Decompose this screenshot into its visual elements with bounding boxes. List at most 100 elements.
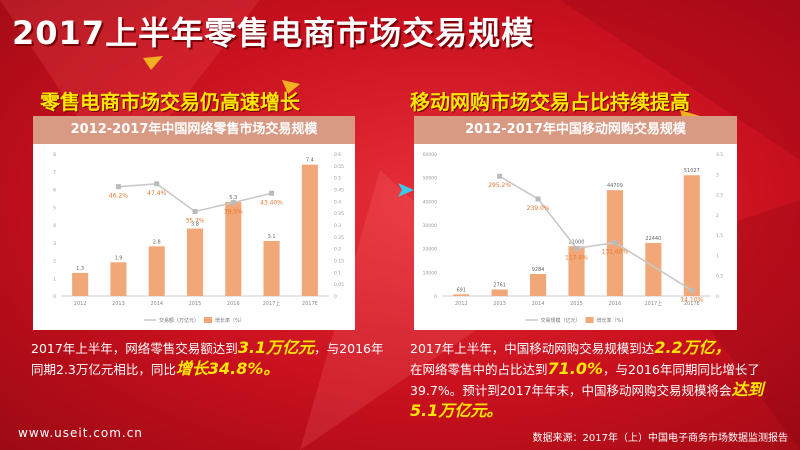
y-tick-label: 20000 — [423, 247, 437, 253]
legend-label: 增长率（%） — [215, 317, 245, 324]
left-caption-highlight: 增长34.8%。 — [175, 359, 280, 378]
x-tick-label: 2017E — [684, 301, 700, 307]
bar — [110, 262, 127, 296]
y2-tick-label: 0.5 — [716, 274, 723, 280]
y-tick-label: 3 — [53, 241, 56, 247]
legend-label: 增长率（%） — [597, 317, 627, 324]
bar — [72, 272, 89, 296]
y2-tick-label: 0 — [716, 294, 719, 300]
y2-tick-label: 2 — [716, 213, 719, 219]
x-tick-label: 2012 — [455, 301, 468, 307]
growth-point — [269, 190, 275, 196]
growth-line — [118, 183, 272, 213]
legend-label: 交易额（万亿元） — [159, 317, 199, 324]
bar-value-label: 7.4 — [306, 158, 314, 164]
y2-tick-label: 2.5 — [716, 193, 723, 199]
legend-bar-swatch — [585, 317, 594, 323]
growth-point — [574, 245, 579, 251]
right-chart-panel: 2012-2017年中国移动网购交易规模 0 10000 20000 30000 400… — [414, 116, 737, 330]
x-tick-label: 2017上 — [644, 300, 662, 307]
growth-point — [497, 173, 503, 179]
bar — [263, 240, 280, 296]
left-chart-title: 2012-2017年中国网络零售市场交易规模 — [33, 116, 355, 144]
growth-point — [230, 200, 236, 206]
bar-value-label: 5.3 — [229, 195, 237, 201]
y-tick-label: 30000 — [423, 223, 437, 229]
bar — [186, 228, 204, 296]
y2-tick-label: 0.55 — [334, 164, 344, 170]
y2-tick-label: 1 — [716, 253, 719, 259]
bar — [453, 294, 470, 296]
growth-point — [535, 196, 541, 202]
right-caption-highlight: 达到5.1万亿元。 — [410, 380, 764, 420]
growth-label: 239.0% — [527, 205, 550, 212]
growth-point — [115, 184, 121, 190]
right-caption-text: 在网络零售中的占比达到 — [410, 362, 548, 377]
bar-value-label: 3.8 — [191, 222, 199, 228]
y-tick-label: 4 — [53, 223, 56, 229]
y-tick-label: 10000 — [423, 270, 437, 276]
left-caption-highlight: 3.1万亿元 — [237, 338, 315, 357]
right-caption-text: ，与2016年同期同比增长了39.7%。预计到2017年年末，中国移动网购交易规… — [410, 362, 760, 398]
right-caption: 2017年上半年，中国移动网购交易规模到达2.2万亿， 在网络零售中的占比达到71… — [410, 338, 790, 422]
y2-tick-label: 0.4 — [334, 199, 341, 205]
growth-label: 46.2% — [109, 193, 128, 200]
y-tick-label: 6 — [53, 188, 56, 194]
growth-point — [154, 181, 160, 187]
x-tick-label: 2017上 — [263, 300, 281, 307]
bar-value-label: 9284 — [532, 267, 545, 273]
left-caption-text: 2017年上半年，网络零售交易额达到 — [31, 341, 238, 356]
right-caption-highlight: 2.2万亿， — [654, 338, 731, 357]
bar-value-label: 44709 — [607, 183, 623, 189]
left-caption: 2017年上半年，网络零售交易额达到3.1万亿元，与2016年同期2.3万亿元相… — [31, 338, 387, 380]
bar — [530, 274, 547, 296]
x-tick-label: 2014 — [532, 301, 545, 307]
bar — [225, 201, 242, 296]
growth-label: 131.60% — [602, 249, 629, 256]
bar-value-label: 1.3 — [76, 266, 84, 272]
x-tick-label: 2013 — [112, 301, 125, 307]
y-tick-label: 2 — [53, 259, 56, 265]
right-heading: 移动网购市场交易占比持续提高 — [410, 90, 690, 114]
y-tick-label: 40000 — [423, 199, 437, 205]
growth-label: 117.4% — [565, 254, 588, 261]
yellow-arrow-icon — [143, 56, 163, 70]
y2-tick-label: 0.1 — [334, 270, 341, 276]
growth-point — [192, 209, 198, 215]
bar-value-label: 691 — [456, 287, 466, 293]
y-tick-label: 0 — [53, 294, 56, 300]
y-tick-label: 60000 — [423, 152, 437, 158]
footer-url: www.useit.com.cn — [18, 426, 143, 440]
bar — [683, 175, 700, 296]
legend-label: 交易规模（亿元） — [541, 317, 581, 324]
y2-tick-label: 0.3 — [334, 223, 341, 229]
left-chart-panel: 2012-2017年中国网络零售市场交易规模 0 1 2 3 4 5 6 7 8 0 0.05 0.1… — [33, 116, 355, 330]
y2-tick-label: 1.5 — [716, 233, 723, 239]
y2-tick-label: 0.6 — [334, 152, 341, 158]
y2-tick-label: 0.05 — [334, 282, 344, 288]
growth-label: 43.40% — [260, 199, 283, 206]
y2-tick-label: 0.5 — [334, 176, 341, 182]
y-tick-label: 50000 — [423, 176, 437, 182]
right-caption-highlight: 71.0% — [547, 359, 604, 378]
y-tick-label: 7 — [53, 170, 56, 176]
growth-label: 35.7% — [185, 218, 204, 225]
right-chart-title: 2012-2017年中国移动网购交易规模 — [414, 116, 737, 144]
bar — [491, 289, 508, 296]
bar-value-label: 21000 — [569, 239, 585, 245]
y-tick-label: 8 — [53, 152, 56, 158]
right-chart: 0 10000 20000 30000 40000 50000 60000 0 0.5 1 1.5 2… — [423, 152, 724, 324]
growth-label: 39.5% — [224, 209, 243, 216]
bar — [645, 242, 662, 296]
x-tick-label: 2016 — [609, 301, 622, 307]
page-title: 2017上半年零售电商市场交易规模 — [12, 14, 535, 52]
x-tick-label: 2016 — [227, 301, 240, 307]
bar-value-label: 1.9 — [114, 255, 122, 261]
left-caption-text: ，与2016年同期2.3万亿元相比，同比 — [31, 341, 384, 377]
x-tick-label: 2012 — [74, 301, 87, 307]
footer-source: 数据来源：2017年（上）中国电子商务市场数据监测报告 — [532, 433, 788, 444]
left-heading: 零售电商市场交易仍高速增长 — [40, 90, 300, 114]
y-tick-label: 0 — [434, 294, 437, 300]
x-tick-label: 2015 — [570, 301, 583, 307]
